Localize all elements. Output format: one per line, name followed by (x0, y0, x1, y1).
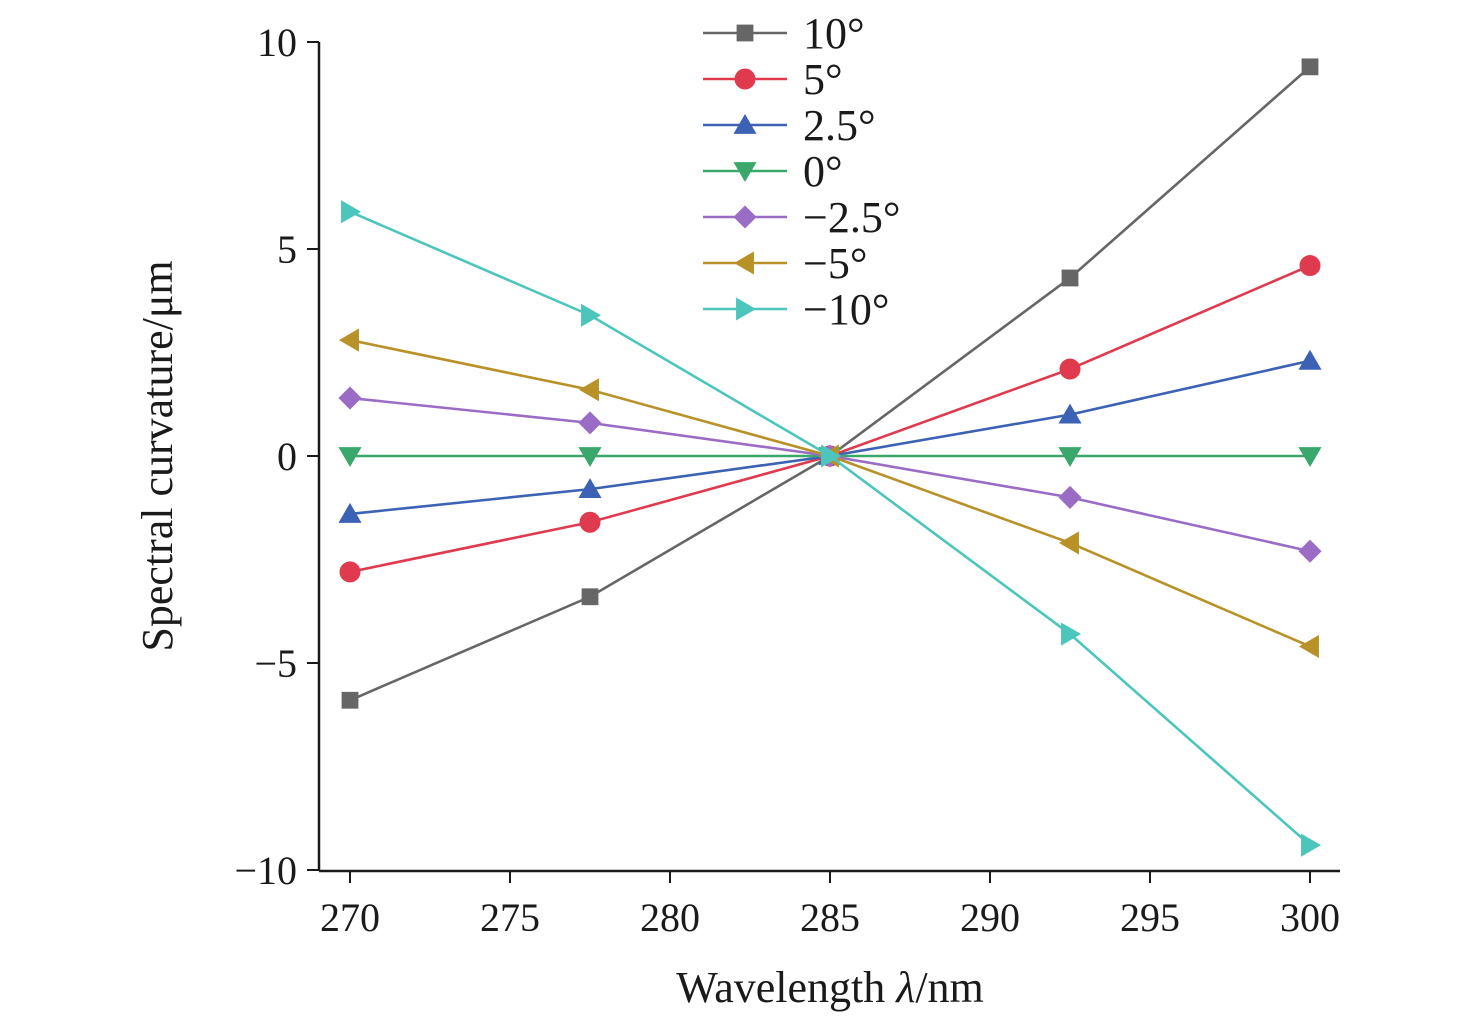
data-point-0-3 (1061, 269, 1079, 287)
data-point-0-4 (1301, 58, 1319, 76)
data-point-4-4 (1298, 539, 1322, 563)
x-tick-label-275: 275 (480, 895, 540, 940)
series-line-4 (349, 396, 1311, 553)
data-point-5-3 (1058, 531, 1079, 555)
legend-label-6: −10° (803, 285, 889, 334)
data-point-4-1 (578, 411, 602, 435)
legend-marker-2 (733, 113, 757, 134)
legend-marker-5 (733, 251, 754, 275)
data-point-3-4 (1298, 447, 1322, 468)
series-6 (341, 200, 1322, 857)
series-2 (338, 349, 1322, 523)
legend-item-3: 0° (703, 147, 843, 196)
legend-item-4: −2.5° (703, 193, 900, 242)
legend-label-4: −2.5° (803, 193, 900, 242)
data-point-2-1 (578, 478, 602, 499)
y-axis-title: Spectral curvature/μm (133, 260, 182, 651)
x-tick-label-290: 290 (960, 895, 1020, 940)
legend-marker-3 (733, 162, 757, 183)
legend-label-1: 5° (803, 55, 843, 104)
data-point-5-4 (1298, 634, 1319, 658)
y-tick-label-1: −5 (254, 641, 297, 686)
x-tick-label-270: 270 (320, 895, 380, 940)
data-point-1-4 (1299, 255, 1321, 277)
data-point-2-0 (338, 502, 362, 523)
y-tick-label-2: 0 (277, 434, 297, 479)
x-tick-label-285: 285 (800, 895, 860, 940)
legend-label-0: 10° (803, 9, 865, 58)
data-point-3-1 (578, 447, 602, 468)
legend: 10°5°2.5°0°−2.5°−5°−10° (703, 9, 900, 334)
data-point-6-3 (1061, 622, 1082, 646)
ticks: 270 275 280 285 290 295 300 −10 −5 0 5 10 (234, 20, 1340, 940)
series-line-5 (349, 338, 1311, 648)
x-axis-title: Wavelength λ/nm (676, 963, 984, 1012)
series-4 (338, 386, 1322, 563)
series-line-2 (349, 359, 1311, 516)
data-point-6-2 (821, 444, 842, 468)
data-point-5-1 (578, 378, 599, 402)
data-point-4-3 (1058, 485, 1082, 509)
data-point-1-3 (1059, 358, 1081, 380)
y-tick-label-0: −10 (234, 848, 297, 893)
data-point-3-3 (1058, 447, 1082, 468)
x-tick-label-295: 295 (1120, 895, 1180, 940)
legend-marker-0 (736, 24, 754, 42)
data-point-1-1 (579, 511, 601, 533)
data-point-6-1 (581, 303, 602, 327)
data-point-1-0 (339, 561, 361, 583)
legend-label-5: −5° (803, 239, 867, 288)
legend-item-2: 2.5° (703, 101, 876, 150)
y-tick-label-4: 10 (257, 20, 297, 65)
y-tick-label-3: 5 (277, 227, 297, 272)
legend-marker-1 (734, 68, 756, 90)
legend-marker-6 (736, 297, 757, 321)
data-point-6-4 (1301, 833, 1322, 857)
data-point-4-0 (338, 386, 362, 410)
data-point-3-0 (338, 447, 362, 468)
x-tick-label-300: 300 (1280, 895, 1340, 940)
legend-item-1: 5° (703, 55, 843, 104)
data-point-0-0 (341, 691, 359, 709)
data-point-2-3 (1058, 403, 1082, 424)
data-point-0-1 (581, 588, 599, 606)
legend-marker-4 (733, 205, 757, 229)
series-group (338, 58, 1322, 857)
legend-label-2: 2.5° (803, 101, 876, 150)
x-tick-label-280: 280 (640, 895, 700, 940)
legend-label-3: 0° (803, 147, 843, 196)
legend-item-0: 10° (703, 9, 865, 58)
data-point-6-0 (341, 200, 362, 224)
legend-item-5: −5° (703, 239, 867, 288)
data-point-2-4 (1298, 349, 1322, 370)
series-5 (338, 328, 1319, 658)
legend-item-6: −10° (703, 285, 889, 334)
data-point-5-0 (338, 328, 359, 352)
